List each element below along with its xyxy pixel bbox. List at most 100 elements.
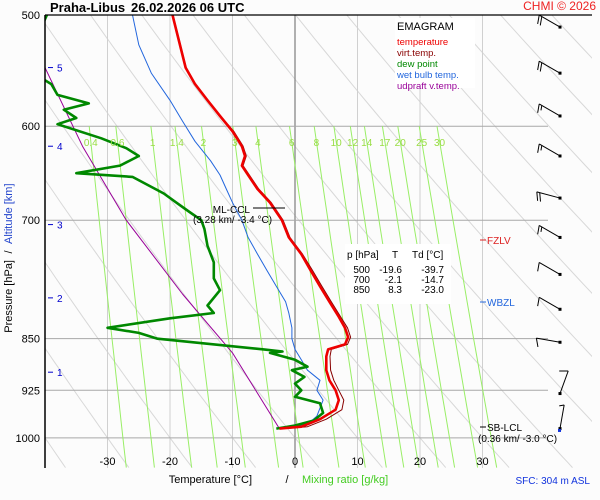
barb-shaft xyxy=(536,337,561,343)
barb-flag xyxy=(539,16,543,26)
wind-barb xyxy=(537,143,562,158)
station-title: Praha-Libus xyxy=(50,0,125,15)
barb-flag xyxy=(536,191,539,201)
wind-barb xyxy=(537,14,562,29)
mixing-ratio-label: 2 xyxy=(201,138,207,149)
ccl-label: ML-CCL xyxy=(213,205,251,216)
dry-adiabat xyxy=(448,15,592,174)
wind-barb xyxy=(537,60,562,75)
pressure-tick-label: 850 xyxy=(22,334,40,346)
mixing-ratio-line xyxy=(174,126,218,468)
barb-shaft xyxy=(538,296,561,310)
legend-item-temperature: temperature xyxy=(397,37,448,48)
wind-barb xyxy=(558,370,569,396)
barb-flag xyxy=(539,62,543,72)
value-table: p [hPa] T Td [°C] 500 -19.6 -39.7 700 -2.1 -14.7… xyxy=(347,250,444,296)
barb-flag xyxy=(537,61,540,71)
datetime-title: 26.02.2026 06 UTC xyxy=(131,0,245,15)
table-cell: 500 xyxy=(353,265,370,276)
barb-station-dot xyxy=(558,307,562,311)
mixing-ratio-line xyxy=(397,126,456,468)
table-cell: -14.7 xyxy=(421,275,444,286)
barb-flag xyxy=(535,338,539,348)
barb-shaft xyxy=(538,60,561,74)
altitude-tick-label: 5 xyxy=(57,64,63,75)
barb-shaft xyxy=(559,370,569,394)
y-axis-label-altitude: Altitude [km] xyxy=(3,183,15,244)
mixing-ratio-line xyxy=(150,126,193,468)
mixing-ratio-line xyxy=(88,126,127,468)
pressure-tick-label: 700 xyxy=(22,215,40,227)
table-cell: 8.3 xyxy=(388,285,402,296)
temperature-tick-label: -30 xyxy=(100,456,116,468)
barb-station-dot xyxy=(558,154,562,158)
wind-barb xyxy=(537,224,562,239)
mixing-ratio-label: 10 xyxy=(331,138,343,149)
pressure-tick-label: 1000 xyxy=(16,433,40,445)
temperature-tick-label: 20 xyxy=(414,456,426,468)
mixing-ratio-line xyxy=(436,126,498,468)
mixing-ratio-line xyxy=(381,126,439,468)
barb-station-dot xyxy=(558,392,562,396)
barb-flag xyxy=(537,262,540,272)
wind-barb xyxy=(535,337,562,348)
barb-flag xyxy=(539,192,542,202)
ccl-detail: (3.28 km/ -3.4 °C) xyxy=(193,215,272,226)
mixing-ratio-label: 8 xyxy=(314,138,320,149)
mixing-ratio-label: 1 xyxy=(150,138,156,149)
barb-half-flag xyxy=(540,226,543,232)
table-header: Td [°C] xyxy=(412,250,443,261)
table-cell: 850 xyxy=(353,285,370,296)
dry-adiabat xyxy=(551,15,592,59)
mixing-ratio-line xyxy=(201,126,246,468)
dry-adiabat xyxy=(45,99,320,468)
mixing-ratio-line xyxy=(115,126,155,468)
barb-station-dot xyxy=(558,71,562,75)
mixing-ratio-label: 30 xyxy=(434,138,446,149)
barb-half-flag xyxy=(540,145,543,151)
series-layer xyxy=(45,15,352,430)
mixing-ratio-line xyxy=(289,126,340,468)
mixing-ratio-line xyxy=(333,126,387,468)
barb-flag xyxy=(537,297,540,307)
fzlv-label: FZLV xyxy=(487,236,511,247)
barb-station-dot xyxy=(558,235,562,239)
wind-barb xyxy=(558,404,565,431)
mixing-ratio-line xyxy=(232,126,280,468)
surface-elevation: SFC: 304 m ASL xyxy=(516,476,591,487)
mixing-ratio-label: 12 xyxy=(347,138,359,149)
pressure-tick-label: 500 xyxy=(22,10,40,22)
mixing-ratio-label: 0.6 xyxy=(111,138,125,149)
legend-item-wet-bulb: wet bulb temp. xyxy=(396,70,459,81)
barb-station-dot xyxy=(558,427,562,431)
altitude-tick-label: 2 xyxy=(57,294,63,305)
barb-half-flag xyxy=(540,105,543,111)
barb-station-dot xyxy=(558,272,562,276)
table-cell: 700 xyxy=(353,275,370,286)
barb-station-dot xyxy=(558,114,562,118)
barb-shaft xyxy=(538,14,561,28)
wind-barb xyxy=(537,296,562,311)
dry-adiabat xyxy=(45,261,193,468)
barb-shaft xyxy=(538,103,561,117)
legend-title: EMAGRAM xyxy=(397,21,454,33)
x-axis-sep: / xyxy=(285,474,289,486)
series-temperature xyxy=(171,15,350,430)
dry-adiabat xyxy=(45,347,130,468)
pressure-tick-label: 925 xyxy=(22,385,40,397)
value-table-box xyxy=(345,244,451,304)
mixing-ratio-label: 0.4 xyxy=(84,138,98,149)
mixing-ratio-label: 1.4 xyxy=(170,138,184,149)
wind-barb xyxy=(537,103,562,118)
mixing-ratio-line xyxy=(418,126,479,468)
lcl-detail: (0.36 km/ -3.0 °C) xyxy=(478,434,557,445)
wind-barbs xyxy=(535,14,569,432)
dry-adiabat xyxy=(90,15,447,468)
legend-item-virt-temp: virt.temp. xyxy=(397,48,436,59)
altitude-tick-label: 4 xyxy=(57,142,63,153)
dry-adiabat xyxy=(500,15,592,116)
barb-flag xyxy=(537,143,540,153)
surface-dot xyxy=(558,428,561,432)
mixing-ratio-label: 4 xyxy=(255,138,261,149)
